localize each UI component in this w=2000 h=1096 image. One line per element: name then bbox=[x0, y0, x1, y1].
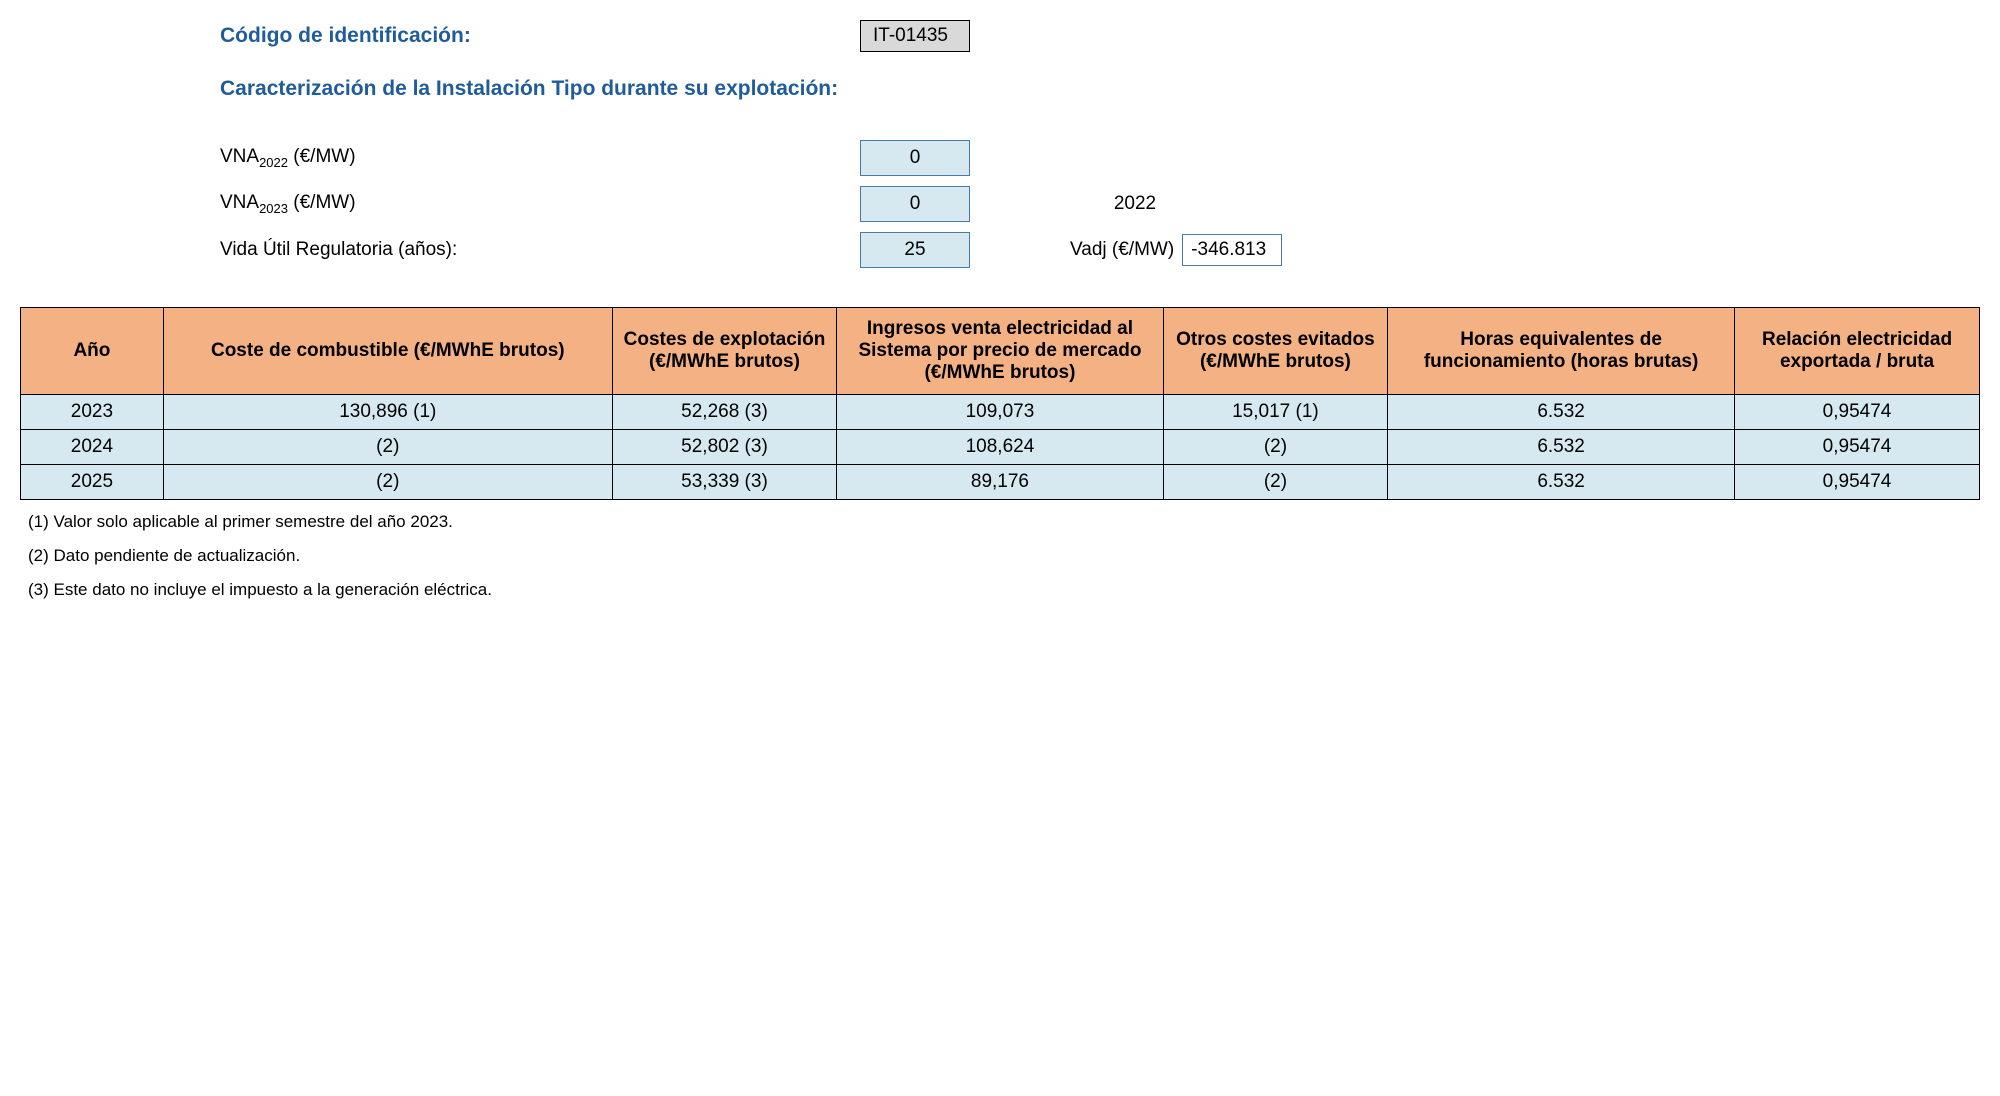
footnotes-section: (1) Valor solo aplicable al primer semes… bbox=[28, 512, 1980, 600]
vna2022-post: (€/MW) bbox=[288, 146, 356, 167]
vida-row: Vida Útil Regulatoria (años): 25 Vadj (€… bbox=[220, 228, 1980, 272]
cell-exploit: 52,268 (3) bbox=[612, 395, 836, 430]
year-side-label: 2022 bbox=[1070, 193, 1200, 215]
table-row: 2025 (2) 53,339 (3) 89,176 (2) 6.532 0,9… bbox=[21, 465, 1980, 500]
header-other: Otros costes evitados (€/MWhE brutos) bbox=[1163, 308, 1387, 395]
vna2022-label: VNA2022 (€/MW) bbox=[220, 146, 860, 170]
header-hours: Horas equivalentes de funcionamiento (ho… bbox=[1388, 308, 1735, 395]
cell-fuel: (2) bbox=[163, 430, 612, 465]
vadj-side-col: Vadj (€/MW) -346.813 bbox=[1070, 234, 1282, 266]
cell-ratio: 0,95474 bbox=[1735, 395, 1980, 430]
cell-fuel: (2) bbox=[163, 465, 612, 500]
code-value-box: IT-01435 bbox=[860, 20, 970, 52]
cell-year: 2023 bbox=[21, 395, 164, 430]
parameters-section: VNA2022 (€/MW) 0 VNA2023 (€/MW) 0 2022 V… bbox=[220, 136, 1980, 272]
vna2022-pre: VNA bbox=[220, 146, 259, 167]
cell-fuel: 130,896 (1) bbox=[163, 395, 612, 430]
table-row: 2023 130,896 (1) 52,268 (3) 109,073 15,0… bbox=[21, 395, 1980, 430]
data-table: Año Coste de combustible (€/MWhE brutos)… bbox=[20, 307, 1980, 500]
section-title: Caracterización de la Instalación Tipo d… bbox=[220, 77, 1980, 101]
header-section: Código de identificación: IT-01435 Carac… bbox=[220, 20, 1980, 101]
cell-income: 89,176 bbox=[837, 465, 1164, 500]
vna2023-row: VNA2023 (€/MW) 0 2022 bbox=[220, 182, 1980, 226]
cell-year: 2025 bbox=[21, 465, 164, 500]
cell-exploit: 53,339 (3) bbox=[612, 465, 836, 500]
code-row: Código de identificación: IT-01435 bbox=[220, 20, 1980, 52]
cell-ratio: 0,95474 bbox=[1735, 430, 1980, 465]
year-side-col: 2022 bbox=[1070, 193, 1200, 215]
vna2022-row: VNA2022 (€/MW) 0 bbox=[220, 136, 1980, 180]
cell-other: (2) bbox=[1163, 430, 1387, 465]
header-fuel: Coste de combustible (€/MWhE brutos) bbox=[163, 308, 612, 395]
vadj-value: -346.813 bbox=[1182, 234, 1282, 266]
code-label: Código de identificación: bbox=[220, 24, 860, 48]
cell-ratio: 0,95474 bbox=[1735, 465, 1980, 500]
vna2023-label: VNA2023 (€/MW) bbox=[220, 192, 860, 216]
cell-hours: 6.532 bbox=[1388, 465, 1735, 500]
footnote-1: (1) Valor solo aplicable al primer semes… bbox=[28, 512, 1980, 532]
vna2023-post: (€/MW) bbox=[288, 192, 356, 213]
cell-hours: 6.532 bbox=[1388, 430, 1735, 465]
cell-year: 2024 bbox=[21, 430, 164, 465]
vna2023-value: 0 bbox=[860, 186, 970, 222]
table-row: 2024 (2) 52,802 (3) 108,624 (2) 6.532 0,… bbox=[21, 430, 1980, 465]
table-header: Año Coste de combustible (€/MWhE brutos)… bbox=[21, 308, 1980, 395]
header-exploit: Costes de explotación (€/MWhE brutos) bbox=[612, 308, 836, 395]
vna2022-value: 0 bbox=[860, 140, 970, 176]
header-income: Ingresos venta electricidad al Sistema p… bbox=[837, 308, 1164, 395]
vna2023-pre: VNA bbox=[220, 192, 259, 213]
footnote-2: (2) Dato pendiente de actualización. bbox=[28, 546, 1980, 566]
cell-income: 109,073 bbox=[837, 395, 1164, 430]
document-container: Código de identificación: IT-01435 Carac… bbox=[20, 20, 1980, 600]
header-ratio: Relación electricidad exportada / bruta bbox=[1735, 308, 1980, 395]
cell-other: (2) bbox=[1163, 465, 1387, 500]
vida-value: 25 bbox=[860, 232, 970, 268]
cell-income: 108,624 bbox=[837, 430, 1164, 465]
vadj-label: Vadj (€/MW) bbox=[1070, 239, 1174, 261]
header-row: Año Coste de combustible (€/MWhE brutos)… bbox=[21, 308, 1980, 395]
cell-hours: 6.532 bbox=[1388, 395, 1735, 430]
vna2023-sub: 2023 bbox=[259, 201, 288, 216]
cell-exploit: 52,802 (3) bbox=[612, 430, 836, 465]
vida-label: Vida Útil Regulatoria (años): bbox=[220, 239, 860, 261]
vna2022-sub: 2022 bbox=[259, 155, 288, 170]
header-year: Año bbox=[21, 308, 164, 395]
table-body: 2023 130,896 (1) 52,268 (3) 109,073 15,0… bbox=[21, 395, 1980, 500]
cell-other: 15,017 (1) bbox=[1163, 395, 1387, 430]
footnote-3: (3) Este dato no incluye el impuesto a l… bbox=[28, 580, 1980, 600]
